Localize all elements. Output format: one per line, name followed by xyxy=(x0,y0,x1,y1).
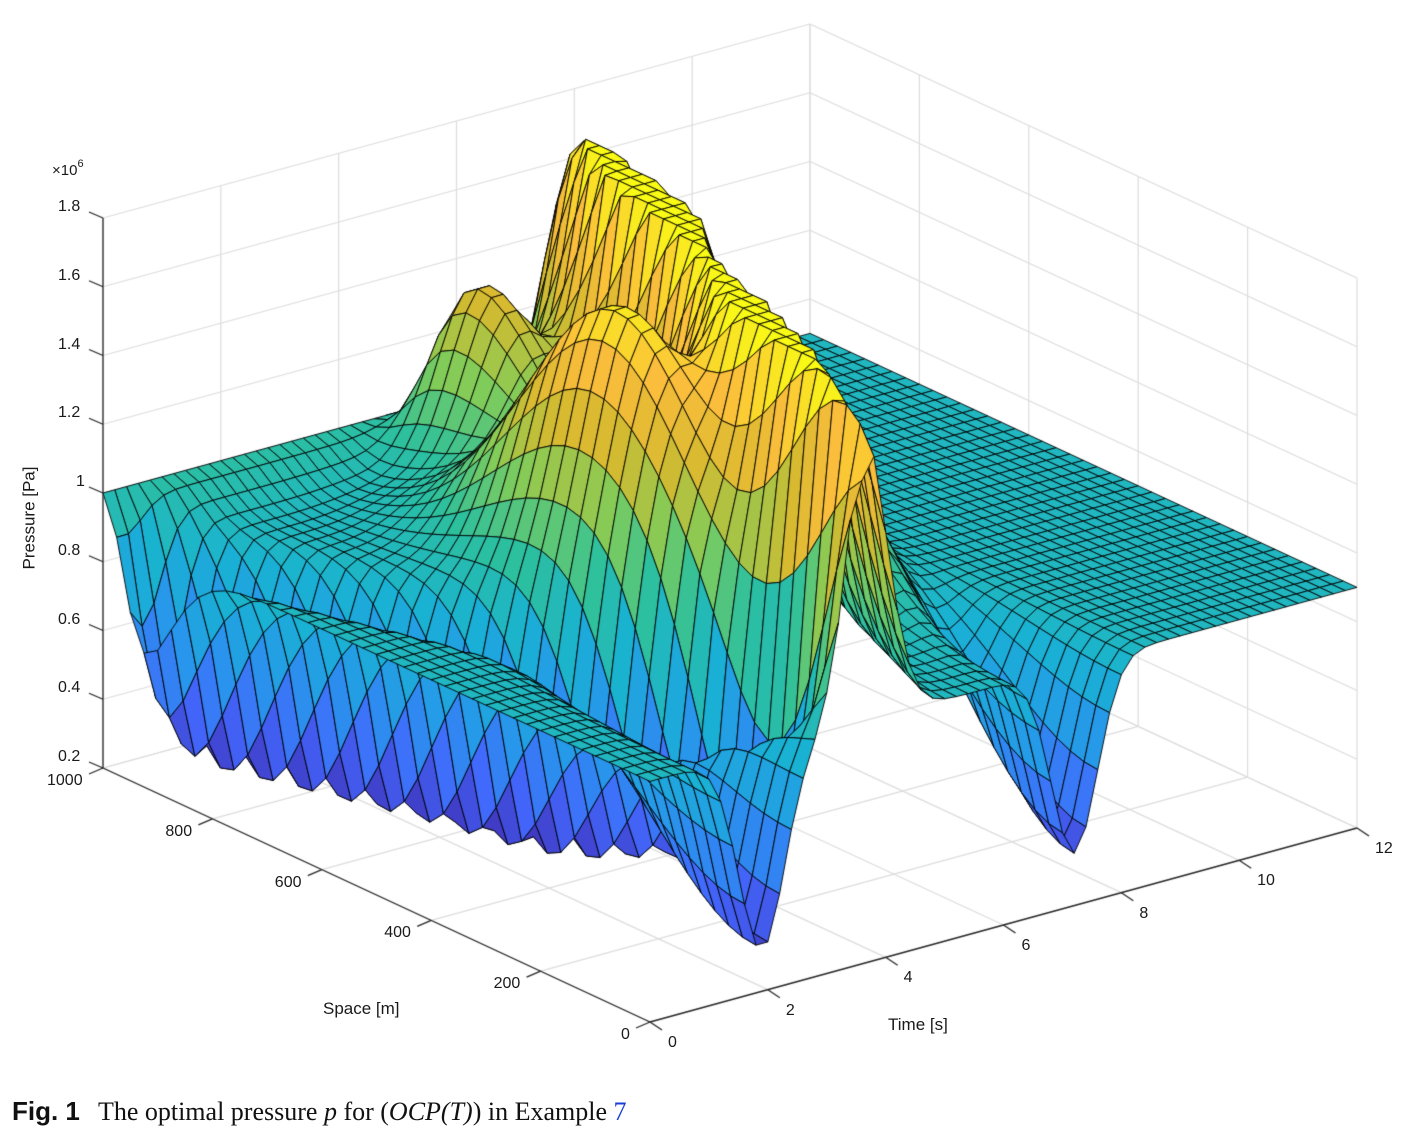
figure-caption: Fig. 1 The optimal pressure p for (OCP(T… xyxy=(12,1096,627,1127)
time-tick-label: 4 xyxy=(903,969,913,987)
z-tick-label: 1.6 xyxy=(58,266,81,284)
time-tick-label: 6 xyxy=(1021,937,1031,954)
z-tick-label: 1.2 xyxy=(58,404,81,422)
space-tick-label: 0 xyxy=(621,1026,630,1043)
z-tick-label: 0.4 xyxy=(58,679,81,697)
z-tick-label: 0.8 xyxy=(58,541,81,559)
figure-number: Fig. 1 xyxy=(12,1096,80,1126)
time-tick-label: 0 xyxy=(668,1034,677,1051)
z-tick-label: 0.2 xyxy=(58,748,81,765)
z-tick-label: 0.6 xyxy=(58,610,81,628)
caption-text-post: ) in Example xyxy=(472,1097,607,1126)
example-reference-link[interactable]: 7 xyxy=(613,1097,627,1126)
space-tick-label: 800 xyxy=(165,822,193,840)
z-tick-label: 1.4 xyxy=(58,335,81,353)
caption-problem: OCP(T) xyxy=(388,1097,473,1126)
surface-plot xyxy=(0,0,1402,1090)
time-tick-label: 8 xyxy=(1139,904,1149,922)
caption-text-mid: for ( xyxy=(343,1097,389,1126)
space-tick-label: 400 xyxy=(384,924,411,942)
caption-variable: p xyxy=(323,1097,337,1126)
z-axis-label: Pressure [Pa] xyxy=(19,466,39,570)
space-tick-label: 200 xyxy=(493,975,521,993)
z-tick-label: 1.8 xyxy=(58,198,81,215)
time-tick-label: 2 xyxy=(785,1001,795,1019)
caption-text: The optimal pressure xyxy=(97,1097,318,1126)
z-tick-label: 1 xyxy=(76,473,85,490)
space-tick-label: 1000 xyxy=(47,772,83,789)
space-tick-label: 600 xyxy=(274,873,302,891)
time-tick-label: 12 xyxy=(1375,840,1393,857)
time-tick-label: 10 xyxy=(1257,872,1275,890)
time-axis-label: Time [s] xyxy=(888,1015,948,1034)
z-exponent-power: 6 xyxy=(77,158,84,170)
z-exponent-label: ×106 xyxy=(52,158,84,179)
z-exponent-base: ×10 xyxy=(52,162,78,179)
space-axis-label: Space [m] xyxy=(323,999,400,1018)
